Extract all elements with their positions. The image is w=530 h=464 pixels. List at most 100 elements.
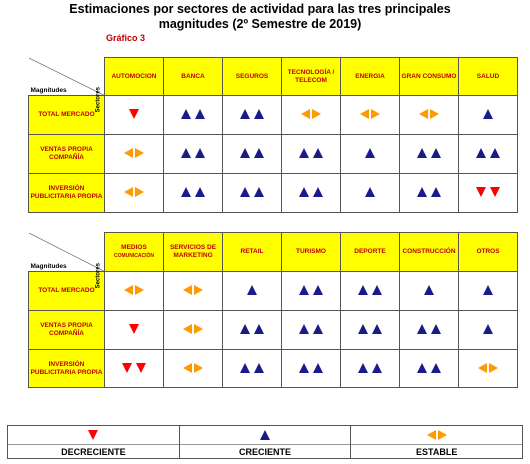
triangle-up-icon [313, 148, 323, 158]
sectores-label: Sectores [95, 263, 101, 289]
row-header: TOTAL MERCADO [28, 95, 105, 135]
estimate-cell [340, 349, 400, 388]
triangle-up-icon [417, 362, 427, 373]
triangle-down-icon [122, 362, 132, 373]
legend: DECRECIENTE CRECIENTE ESTABLE [7, 425, 523, 459]
estimate-cell [458, 95, 518, 135]
triangle-up-icon [365, 148, 375, 158]
estimate-cell [104, 271, 164, 311]
estimate-cell [399, 95, 459, 135]
triangle-up-icon [483, 285, 493, 295]
row-header: VENTAS PROPIA COMPAÑÍA [28, 134, 105, 174]
triangle-left-icon [124, 187, 133, 197]
estimate-cell [340, 173, 400, 213]
legend-item-creciente: CRECIENTE [180, 426, 352, 458]
estimate-cell [281, 134, 341, 174]
sector-header: SERVICIOS DE MARKETING [163, 232, 223, 272]
sector-header: TURISMO [281, 232, 341, 272]
triangle-up-icon [299, 362, 309, 373]
sector-header: CONSTRUCCIÓN [399, 232, 459, 272]
estimate-cell [222, 95, 282, 135]
triangle-up-icon [372, 362, 382, 373]
estimate-cell [399, 134, 459, 174]
triangle-up-icon [299, 285, 309, 295]
estable-icon [183, 362, 203, 373]
triangle-right-icon [194, 362, 203, 373]
estimate-cell [399, 271, 459, 311]
decreciente-icon [122, 362, 146, 373]
estimate-cell [163, 134, 223, 174]
triangle-up-icon [431, 148, 441, 158]
triangle-down-icon [88, 430, 99, 440]
triangle-right-icon [194, 285, 203, 295]
creciente-icon [483, 285, 493, 295]
estimate-cell [163, 310, 223, 350]
triangle-up-icon [358, 362, 368, 373]
creciente-icon [476, 148, 500, 158]
table-row: INVERSIÓN PUBLICITARIA PROPIA [28, 173, 518, 213]
estimate-cell [104, 349, 164, 388]
table-row: VENTAS PROPIA COMPAÑÍA [28, 310, 518, 350]
sector-header: AUTOMOCION [104, 57, 164, 96]
estable-icon [360, 109, 380, 119]
table-corner: Magnitudes Sectores [28, 232, 105, 288]
estimate-cell [458, 271, 518, 311]
table-corner: Magnitudes Sectores [28, 57, 105, 112]
sector-header: GRAN CONSUMO [399, 57, 459, 96]
triangle-up-icon [476, 148, 486, 158]
sector-table-2: Magnitudes Sectores MEDIOS COMUNICACIÓN S… [28, 232, 518, 388]
estimate-cell [281, 271, 341, 311]
sector-header: ENERGIA [340, 57, 400, 96]
triangle-up-icon [240, 187, 250, 197]
creciente-icon [247, 285, 257, 295]
triangle-up-icon [313, 324, 323, 334]
sector-header: OTROS [458, 232, 518, 272]
triangle-right-icon [312, 109, 321, 119]
triangle-right-icon [135, 187, 144, 197]
table-row: INVERSIÓN PUBLICITARIA PROPIA [28, 349, 518, 388]
triangle-down-icon [129, 324, 139, 334]
triangle-up-icon [431, 187, 441, 197]
triangle-up-icon [240, 109, 250, 119]
creciente-icon [424, 285, 434, 295]
triangle-left-icon [360, 109, 369, 119]
triangle-right-icon [135, 148, 144, 158]
creciente-icon [240, 109, 264, 119]
sectores-label: Sectores [95, 87, 101, 113]
estimate-cell [222, 349, 282, 388]
estable-icon [301, 109, 321, 119]
triangle-up-icon [254, 148, 264, 158]
estimate-cell [340, 310, 400, 350]
table-row: TOTAL MERCADO [28, 271, 518, 311]
triangle-down-icon [129, 109, 139, 119]
sector-table-1: Magnitudes Sectores AUTOMOCION BANCA SEG… [28, 57, 518, 213]
estimate-cell [222, 310, 282, 350]
sector-header: DEPORTE [340, 232, 400, 272]
decreciente-icon [129, 324, 139, 334]
creciente-icon [417, 324, 441, 334]
triangle-left-icon [183, 285, 192, 295]
row-header: TOTAL MERCADO [28, 271, 105, 311]
estable-icon [478, 362, 498, 373]
row-header: VENTAS PROPIA COMPAÑÍA [28, 310, 105, 350]
creciente-icon [299, 148, 323, 158]
creciente-icon [358, 362, 382, 373]
triangle-up-icon [240, 362, 250, 373]
triangle-up-icon [490, 148, 500, 158]
estimate-cell [340, 95, 400, 135]
triangle-up-icon [247, 285, 257, 295]
legend-label: ESTABLE [416, 447, 458, 457]
legend-icon [351, 430, 522, 440]
estimate-cell [458, 349, 518, 388]
estimate-cell [104, 95, 164, 135]
decreciente-icon [476, 187, 500, 197]
legend-label: DECRECIENTE [61, 447, 126, 457]
triangle-right-icon [437, 430, 447, 440]
estimate-cell [458, 173, 518, 213]
triangle-right-icon [489, 362, 498, 373]
triangle-left-icon [183, 362, 192, 373]
triangle-up-icon [254, 324, 264, 334]
creciente-icon [358, 324, 382, 334]
estimate-cell [163, 95, 223, 135]
estimate-cell [163, 271, 223, 311]
